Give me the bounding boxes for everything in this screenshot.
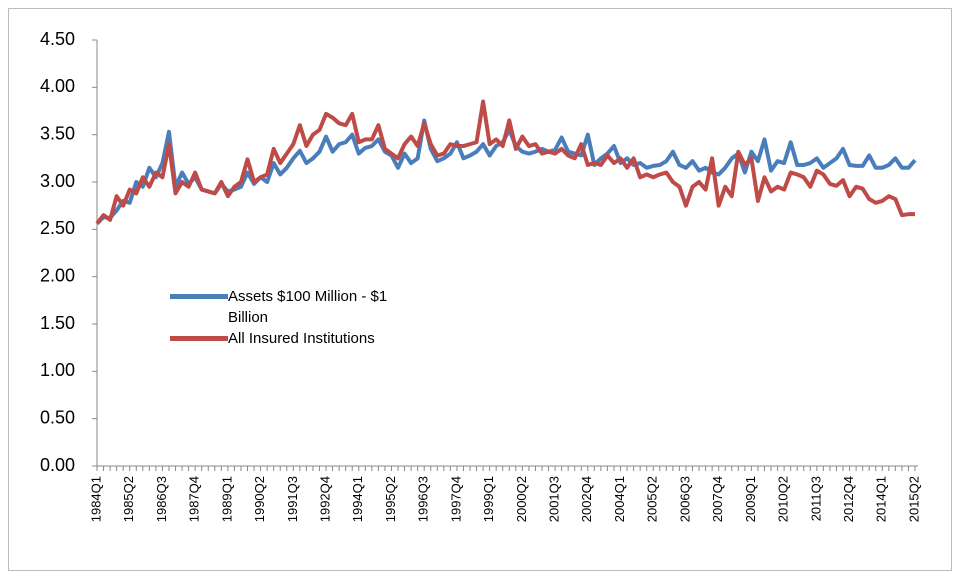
x-tick-label: 2000Q2 <box>514 476 529 522</box>
x-tick-label: 1999Q1 <box>481 476 496 522</box>
x-tick-label: 1997Q4 <box>448 476 463 522</box>
x-tick-label: 1984Q1 <box>88 476 103 522</box>
x-tick-label: 2002Q4 <box>579 476 594 522</box>
x-tick-label: 2012Q4 <box>841 476 856 522</box>
x-tick-label: 1994Q1 <box>350 476 365 522</box>
x-tick-label: 1985Q2 <box>121 476 136 522</box>
x-tick-label: 2015Q2 <box>906 476 921 522</box>
x-tick-label: 1987Q4 <box>187 476 202 522</box>
y-tick-label: 3.00 <box>40 171 75 191</box>
x-tick-label: 1992Q4 <box>317 476 332 522</box>
x-tick-label: 2007Q4 <box>710 476 725 522</box>
x-tick-label: 1989Q1 <box>219 476 234 522</box>
legend: Assets $100 Million - $1 Billion All Insu… <box>170 286 428 349</box>
y-tick-label: 4.00 <box>40 76 75 96</box>
legend-swatch <box>170 336 228 341</box>
y-tick-label: 0.00 <box>40 455 75 475</box>
x-tick-label: 2011Q3 <box>808 476 823 521</box>
x-tick-label: 1990Q2 <box>252 476 267 522</box>
y-tick-label: 4.50 <box>40 29 75 49</box>
x-tick-label: 2006Q3 <box>677 476 692 522</box>
legend-item: Assets $100 Million - $1 Billion <box>170 286 428 328</box>
x-tick-label: 2014Q1 <box>874 476 889 522</box>
y-tick-label: 3.50 <box>40 123 75 143</box>
line-series <box>95 99 915 225</box>
legend-label: Assets $100 Million - $1 Billion <box>228 288 388 326</box>
y-tick-label: 2.50 <box>40 218 75 238</box>
legend-swatch <box>170 294 228 299</box>
y-tick-label: 0.50 <box>40 407 75 427</box>
y-tick-label: 1.00 <box>40 360 75 380</box>
x-tick-label: 1996Q3 <box>416 476 431 522</box>
chart-frame <box>8 8 952 571</box>
x-tick-label: 2001Q3 <box>547 476 562 522</box>
x-tick-label: 2010Q2 <box>776 476 791 522</box>
y-tick-label: 2.00 <box>40 265 75 285</box>
x-tick-label: 2009Q1 <box>743 476 758 522</box>
x-tick-label: 2004Q1 <box>612 476 627 522</box>
x-tick-label: 1986Q3 <box>154 476 169 522</box>
x-tick-label: 1995Q2 <box>383 476 398 522</box>
x-tick-label: 1991Q3 <box>285 476 300 522</box>
y-tick-label: 1.50 <box>40 313 75 333</box>
x-tick-label: 2005Q2 <box>645 476 660 522</box>
legend-label: All Insured Institutions <box>228 330 375 347</box>
legend-item: All Insured Institutions <box>170 328 428 349</box>
